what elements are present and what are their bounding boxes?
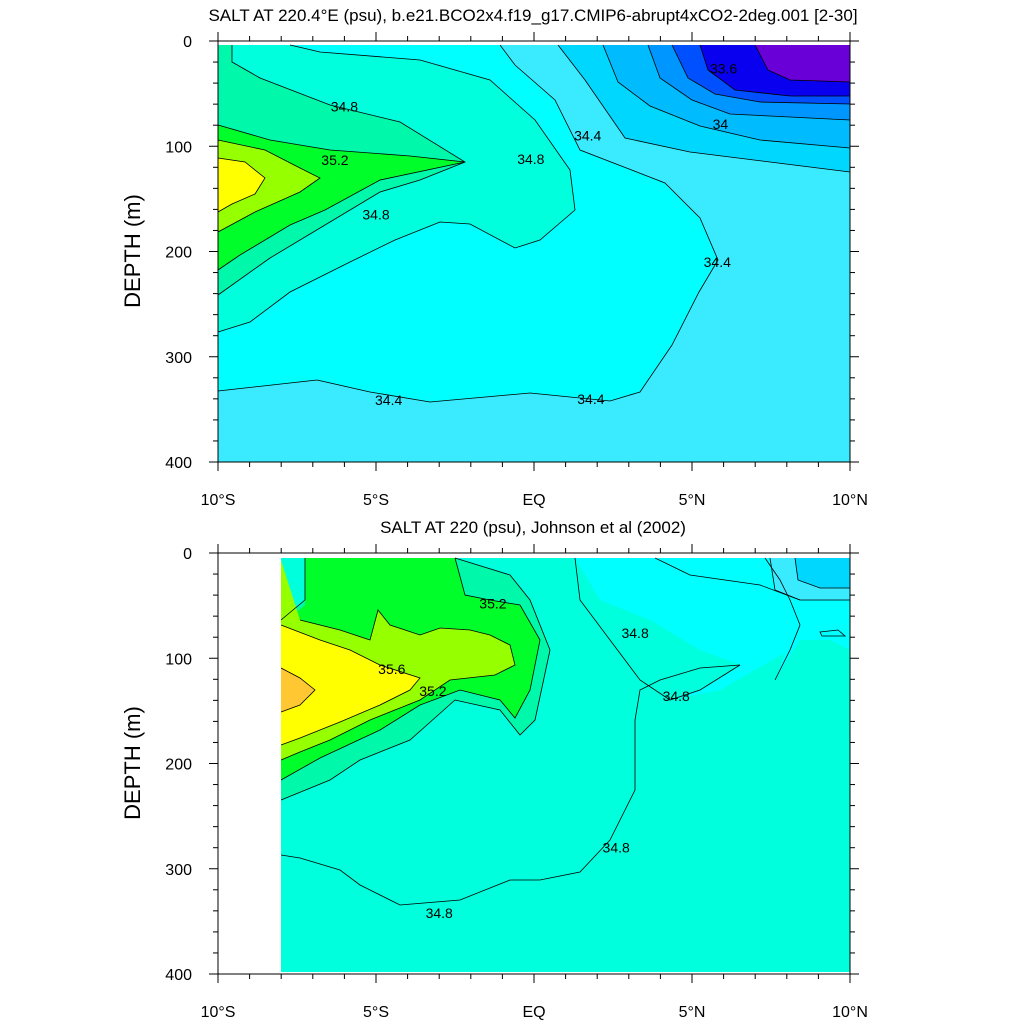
bottom-y-tick-label: 200	[165, 757, 192, 774]
bottom-isoline	[794, 557, 850, 589]
top-y-tick-label: 200	[165, 245, 192, 262]
top-contour-label: 34.8	[362, 207, 389, 223]
bottom-contour-labels: 35.2 34.8 35.6 35.2 34.8 34.8 34.8	[378, 596, 690, 921]
top-contour-labels: 34.8 35.2 34.8 34.8 34.4 33.6 34 34.4 34.4 34.4	[321, 60, 737, 408]
bottom-contour-label: 34.8	[621, 625, 648, 641]
bottom-contour-label: 35.2	[419, 683, 446, 699]
bottom-x-tick-label: 10°N	[832, 1004, 868, 1021]
bottom-band-342	[795, 558, 850, 588]
bottom-contour-label: 35.6	[378, 661, 405, 677]
bottom-plot-area	[280, 557, 850, 972]
bottom-isoline	[280, 557, 551, 801]
top-y-tick-label: 100	[165, 139, 192, 156]
top-isoline	[217, 44, 576, 333]
top-y-tick-label: 0	[183, 34, 192, 51]
top-x-tick-label: 10°N	[832, 492, 868, 509]
bottom-band-346	[575, 558, 800, 700]
top-y-tick-label: 400	[165, 455, 192, 472]
bottom-y-tick-label: 100	[165, 651, 192, 668]
top-isoline	[217, 44, 719, 403]
bottom-y-tick-label: 0	[183, 546, 192, 563]
top-contour-label: 34.4	[574, 128, 601, 144]
top-isoline	[602, 44, 851, 149]
top-chart-title: SALT AT 220.4°E (psu), b.e21.BCO2x4.f19_…	[208, 6, 857, 25]
top-contour-label: 34.4	[704, 254, 731, 270]
bottom-x-tick-label: EQ	[522, 1004, 545, 1021]
top-isoline	[557, 44, 851, 173]
top-isoline	[217, 124, 466, 271]
bottom-isoline	[280, 557, 541, 781]
top-contour-label: 34	[713, 116, 729, 132]
bottom-contour-label: 34.8	[603, 840, 630, 856]
top-contour-label: 34.4	[577, 391, 604, 407]
bottom-axes: 0 100 200 300 400 10°S 5°S EQ 5°N 10°N	[165, 544, 868, 1021]
bottom-isoline	[280, 557, 741, 906]
top-band-356	[218, 158, 265, 212]
bottom-y-axis-label: DEPTH (m)	[120, 706, 145, 820]
bottom-chart-title: SALT AT 220 (psu), Johnson et al (2002)	[380, 518, 686, 537]
top-contour-label: 34.8	[331, 98, 358, 114]
top-isoline	[754, 44, 851, 83]
top-contour-label: 34.4	[375, 392, 402, 408]
top-axes: 0 100 200 300 400 10°S 5°S EQ 5°N 10°N	[165, 32, 868, 509]
top-x-tick-label: EQ	[522, 492, 545, 509]
top-x-tick-label: 10°S	[201, 492, 236, 509]
top-isoline	[647, 44, 851, 121]
bottom-contour-label: 34.8	[663, 688, 690, 704]
bottom-isoline	[280, 609, 516, 761]
top-isoline	[217, 157, 266, 213]
top-isoline	[217, 139, 321, 233]
top-band-332	[755, 45, 850, 82]
top-contour-label: 33.6	[710, 60, 737, 76]
bottom-x-tick-label: 5°N	[679, 1004, 706, 1021]
top-y-tick-label: 300	[165, 350, 192, 367]
top-y-axis-label: DEPTH (m)	[120, 194, 145, 308]
top-contour-label: 34.8	[517, 151, 544, 167]
top-isoline	[671, 44, 851, 105]
bottom-isoline	[819, 629, 847, 637]
bottom-contour-label: 34.8	[426, 905, 453, 921]
top-plot-area	[217, 41, 851, 462]
bottom-band-356	[281, 625, 420, 745]
bottom-x-tick-label: 5°S	[363, 1004, 389, 1021]
bottom-y-tick-label: 300	[165, 862, 192, 879]
top-isoline	[699, 44, 850, 97]
bottom-y-tick-label: 400	[165, 967, 192, 984]
bottom-isoline	[764, 557, 801, 681]
top-contour-label: 35.2	[321, 152, 348, 168]
bottom-x-tick-label: 10°S	[201, 1004, 236, 1021]
bottom-contour-label: 35.2	[479, 596, 506, 612]
bottom-band-358	[281, 668, 315, 712]
top-x-tick-label: 5°N	[679, 492, 706, 509]
top-x-tick-label: 5°S	[363, 492, 389, 509]
bottom-isoline	[280, 667, 316, 713]
bottom-isoline	[654, 557, 801, 601]
bottom-isoline	[280, 624, 421, 746]
top-surface-gap	[218, 41, 850, 45]
